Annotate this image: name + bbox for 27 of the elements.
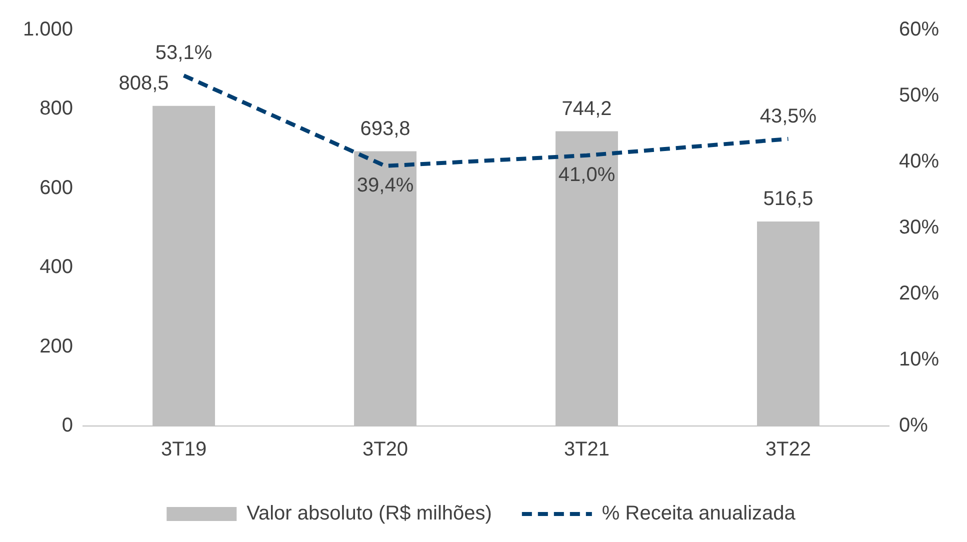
y-tick-label: 600: [40, 176, 74, 199]
data-label: 39,4%: [356, 174, 414, 196]
y-tick-label: 800: [40, 98, 74, 120]
y-tick-label: 400: [40, 256, 74, 278]
data-label: 808,5: [118, 72, 169, 94]
data-label: 41,0%: [558, 164, 616, 186]
data-label: 744,2: [562, 98, 612, 120]
legend-label: % Receita anualizada: [602, 502, 796, 525]
y2-tick-label: 40%: [898, 150, 940, 173]
y-tick-label: 200: [40, 335, 74, 358]
y2-tick-label: 30%: [898, 216, 940, 239]
y2-tick-label: 20%: [898, 282, 940, 305]
y2-tick-label: 50%: [898, 84, 940, 107]
data-label: 53,1%: [155, 42, 212, 64]
x-tick-label: 3T20: [362, 438, 408, 461]
data-label: 693,8: [360, 118, 410, 140]
x-tick-label: 3T19: [160, 438, 207, 461]
y2-tick-label: 10%: [898, 348, 940, 371]
y2-tick-label: 60%: [898, 18, 940, 41]
data-label: 516,5: [763, 188, 814, 210]
y-tick-label: 0: [62, 414, 74, 437]
legend-label: Valor absoluto (R$ milhões): [246, 502, 492, 525]
y-tick-label: 1.000: [22, 18, 74, 41]
x-tick-label: 3T21: [564, 438, 610, 461]
data-label: 43,5%: [760, 105, 817, 128]
x-tick-label: 3T22: [765, 438, 812, 461]
y2-tick-label: 0%: [898, 414, 928, 437]
